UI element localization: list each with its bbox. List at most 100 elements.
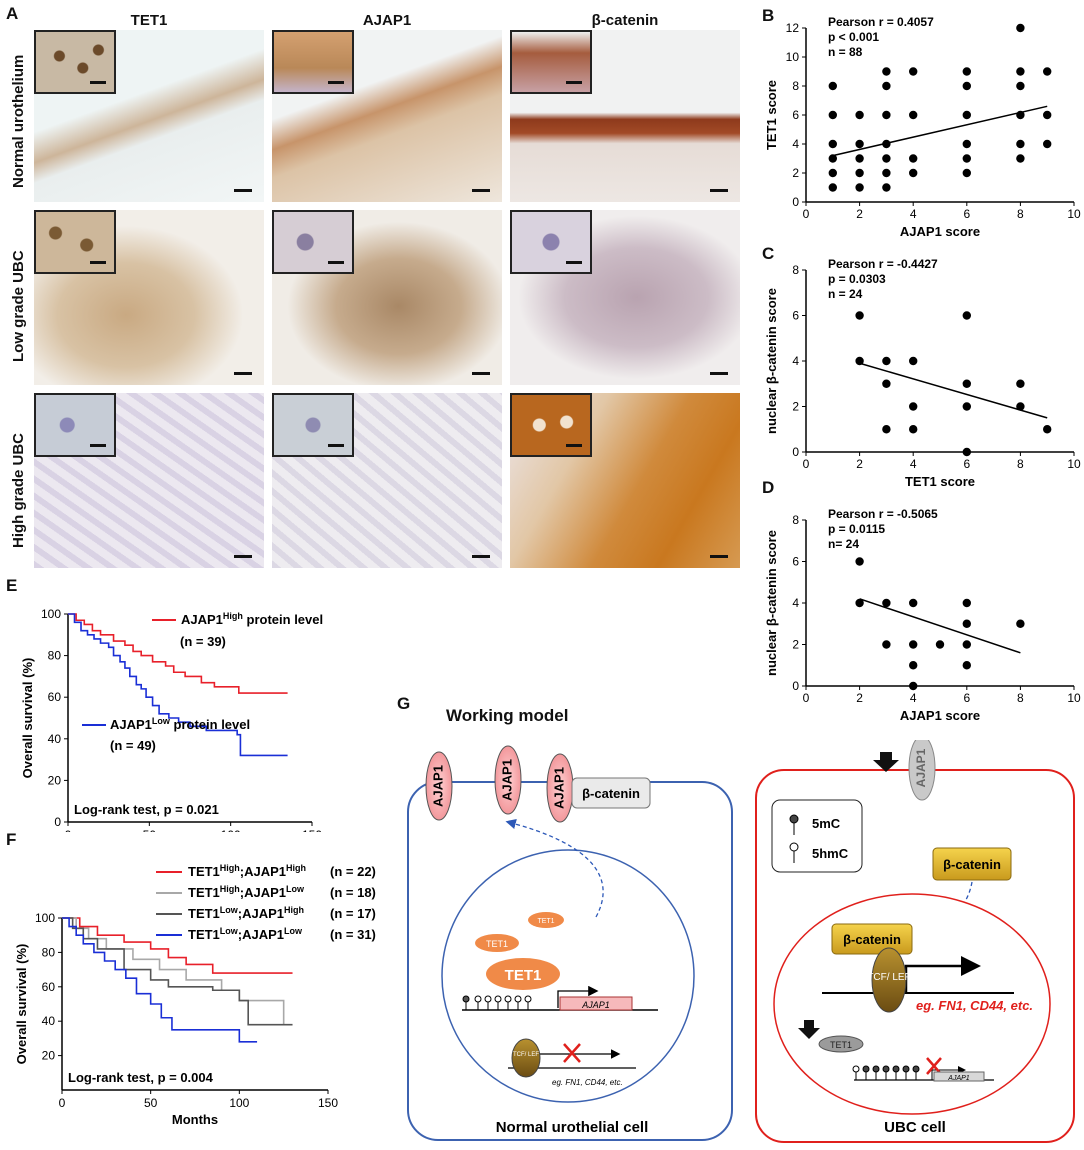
y-tick-label: 6: [792, 309, 799, 323]
scale-bar: [472, 189, 490, 192]
cross-mark-icon: [926, 1057, 942, 1075]
ihc-inset: [510, 210, 592, 274]
ihc-image-low-bcatenin: [510, 210, 740, 385]
y-tick-label: 6: [792, 555, 799, 569]
ajap1-gene-box: [933, 1071, 985, 1082]
ihc-image-high-bcatenin: [510, 393, 740, 568]
data-point: [909, 681, 918, 691]
data-point: [882, 425, 891, 434]
regression-line: [859, 362, 1048, 419]
x-tick-label: 6: [963, 691, 970, 705]
data-point: [962, 154, 971, 163]
tcf-lef-factor: [871, 947, 907, 1013]
ihc-image-low-tet1: [34, 210, 264, 385]
ihc-inset: [272, 393, 354, 457]
ihc-inset: [34, 210, 116, 274]
panel-letter-c: C: [762, 244, 775, 263]
data-point: [1016, 379, 1025, 388]
y-tick-label: 100: [41, 607, 61, 621]
x-tick-label: 10: [1067, 691, 1081, 705]
tet1-protein-faded: [818, 1035, 864, 1053]
scale-bar: [234, 555, 252, 558]
row-header-normal: Normal urothelium: [10, 54, 27, 188]
nuclear-bcatenin-label: β-catenin: [843, 932, 901, 947]
data-point: [828, 183, 837, 192]
data-point: [962, 110, 971, 120]
y-tick-label: 0: [54, 815, 61, 829]
legend-5mc-label: 5mC: [812, 816, 841, 831]
data-point: [882, 640, 891, 649]
stat-annotation: p = 0.0115: [828, 522, 885, 536]
y-tick-label: 60: [48, 690, 62, 704]
x-tick-label: 0: [65, 828, 72, 832]
ihc-inset: [510, 393, 592, 457]
x-tick-label: 2: [856, 457, 863, 471]
ajap1-gene-label: AJAP1: [581, 1000, 610, 1010]
data-point: [935, 640, 945, 649]
ihc-inset: [34, 30, 116, 94]
data-point: [855, 557, 864, 566]
data-point: [962, 81, 971, 91]
data-point: [882, 168, 891, 178]
y-tick-label: 0: [792, 679, 799, 693]
data-point: [909, 598, 918, 608]
stat-annotation: Pearson r = 0.4057: [828, 15, 934, 29]
stat-annotation: n= 24: [828, 537, 859, 551]
target-genes-label: eg. FN1, CD44, etc.: [916, 998, 1033, 1013]
legend-n: (n = 17): [330, 906, 376, 921]
x-axis-label: TET1 score: [905, 474, 975, 489]
legend-n: (n = 22): [330, 864, 376, 879]
cytoplasmic-bcatenin: [932, 847, 1012, 881]
data-point: [855, 598, 864, 608]
x-tick-label: 2: [856, 207, 863, 221]
x-tick-label: 2: [856, 691, 863, 705]
tcf-lef-factor: [511, 1038, 541, 1078]
ihc-image-low-ajap1: [272, 210, 502, 385]
data-point: [909, 425, 918, 434]
x-tick-label: 8: [1017, 207, 1024, 221]
normal-nucleus: [441, 849, 695, 1103]
scale-bar: [234, 372, 252, 375]
panel-letter-g: G: [397, 694, 411, 713]
ihc-inset: [272, 30, 354, 94]
data-point: [909, 402, 918, 411]
regression-line: [832, 105, 1048, 157]
x-tick-label: 0: [803, 207, 810, 221]
legend-n-high: (n = 39): [180, 634, 226, 649]
data-point: [882, 183, 891, 192]
ihc-inset: [272, 210, 354, 274]
y-axis-label: TET1 score: [764, 80, 779, 150]
legend-n-low: (n = 49): [110, 738, 156, 753]
data-point: [882, 379, 891, 388]
methylated-cpg-sites: [852, 1065, 920, 1080]
x-tick-label: 50: [143, 828, 157, 832]
ihc-image-normal-tet1: [34, 30, 264, 202]
ihc-inset: [510, 30, 592, 94]
data-point: [1043, 139, 1052, 149]
data-point: [855, 110, 864, 120]
data-point: [962, 139, 971, 149]
x-tick-label: 10: [1067, 207, 1081, 221]
data-point: [1043, 110, 1052, 120]
scale-bar: [566, 81, 582, 84]
bcatenin-label: β-catenin: [582, 786, 640, 801]
x-tick-label: 50: [144, 1096, 158, 1110]
ajap1-label: AJAP1: [551, 767, 566, 809]
panel-letter-a: A: [6, 4, 19, 23]
data-point: [909, 168, 918, 178]
x-tick-label: 0: [803, 457, 810, 471]
ajap1-label: AJAP1: [430, 765, 445, 807]
scale-bar: [566, 261, 582, 264]
data-point: [909, 640, 918, 649]
row-header-high-grade: High grade UBC: [10, 432, 27, 548]
scale-bar: [710, 555, 728, 558]
data-point: [1016, 154, 1025, 163]
x-tick-label: 100: [221, 828, 241, 832]
5hmc-icon: [789, 842, 799, 852]
x-tick-label: 6: [963, 207, 970, 221]
survival-chart-f: 0 50 100 150 20 40 60 80 100 Months Overall surviv…: [14, 863, 376, 1127]
data-point: [1016, 23, 1025, 33]
data-point: [882, 598, 891, 608]
survival-curve: [68, 613, 288, 694]
